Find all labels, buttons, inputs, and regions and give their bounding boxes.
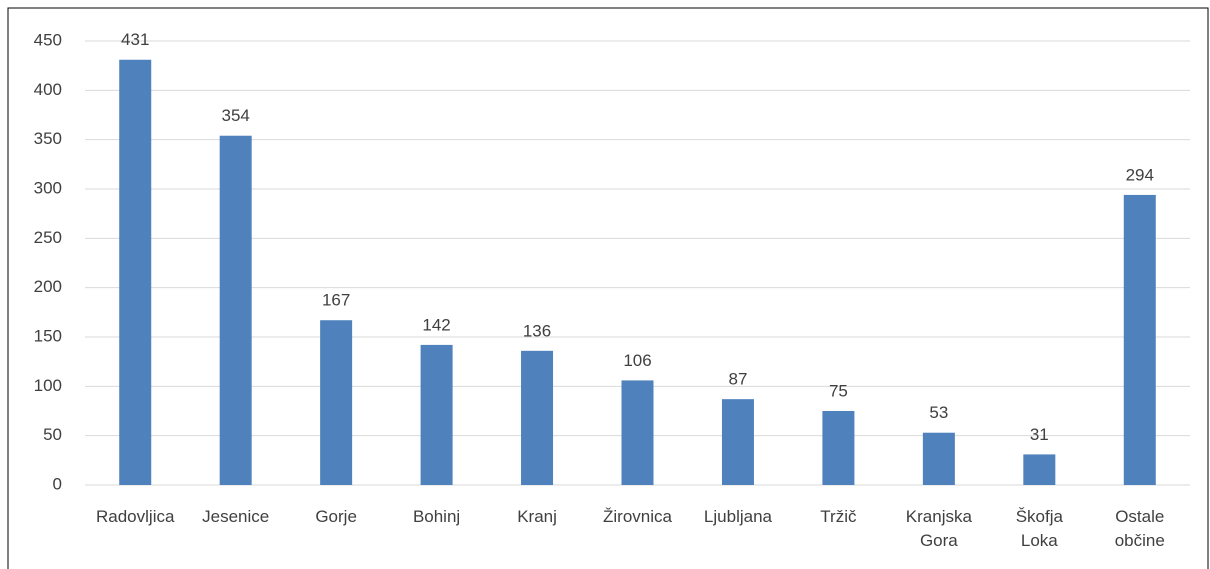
bar <box>621 380 654 485</box>
x-tick-label-box: Radovljica <box>96 507 175 526</box>
bar <box>1023 454 1056 485</box>
x-tick-label-box: Bohinj <box>412 507 461 526</box>
data-label: 431 <box>121 30 149 49</box>
data-label: 31 <box>1030 425 1049 444</box>
x-tick-label-box: Ljubljana <box>703 507 772 526</box>
x-tick-label: Radovljica <box>96 507 175 526</box>
bar <box>420 344 453 485</box>
y-tick-label: 200 <box>34 277 62 296</box>
data-label: 294 <box>1126 165 1154 184</box>
data-label: 142 <box>422 315 450 334</box>
x-tick-label: Ljubljana <box>703 507 772 526</box>
data-label: 53 <box>929 403 948 422</box>
x-tick-label: Ostale občine <box>1114 507 1165 550</box>
x-tick-label-box: Žirovnica <box>603 507 672 526</box>
bar <box>922 432 955 485</box>
y-tick-label: 300 <box>34 178 62 197</box>
x-tick-label: Bohinj <box>412 507 461 526</box>
x-tick-label: Jesenice <box>202 507 270 526</box>
x-tick-label-box: Jesenice <box>202 507 270 526</box>
x-tick-label: Kranj <box>517 507 557 526</box>
y-tick-label: 250 <box>34 228 62 247</box>
bar <box>1123 194 1156 486</box>
frame <box>7 7 1209 569</box>
x-tick-label-box: Ostale občine <box>1114 507 1165 550</box>
bar <box>119 59 152 485</box>
y-tick-label: 100 <box>34 376 62 395</box>
data-label: 75 <box>829 381 848 400</box>
data-label: 354 <box>221 106 249 125</box>
x-tick-label: Tržič <box>820 507 857 526</box>
data-label: 87 <box>728 370 747 389</box>
data-label: 136 <box>523 321 551 340</box>
x-tick-label-box: Kranjska Gora <box>905 507 972 550</box>
y-tick-label: 400 <box>34 80 62 99</box>
x-tick-label-box: Gorje <box>315 507 357 526</box>
bar <box>721 399 754 485</box>
bar <box>521 350 554 485</box>
x-tick-label: Škofja Loka <box>1015 507 1063 550</box>
x-tick-label: Gorje <box>315 507 357 526</box>
y-tick-label: 150 <box>34 326 62 345</box>
y-tick-label: 450 <box>34 30 62 49</box>
y-tick-label: 0 <box>53 474 62 493</box>
data-label: 167 <box>322 291 350 310</box>
x-tick-label: Kranjska Gora <box>905 507 972 550</box>
bar <box>219 135 252 485</box>
x-tick-label: Žirovnica <box>603 507 672 526</box>
bar <box>320 320 353 485</box>
x-tick-label-box: Kranj <box>517 507 557 526</box>
data-label: 106 <box>623 351 651 370</box>
x-tick-label-box: Tržič <box>820 507 857 526</box>
bar <box>822 411 855 485</box>
x-tick-label-box: Škofja Loka <box>1015 507 1063 550</box>
y-tick-label: 50 <box>43 425 62 444</box>
y-tick-label: 350 <box>34 129 62 148</box>
